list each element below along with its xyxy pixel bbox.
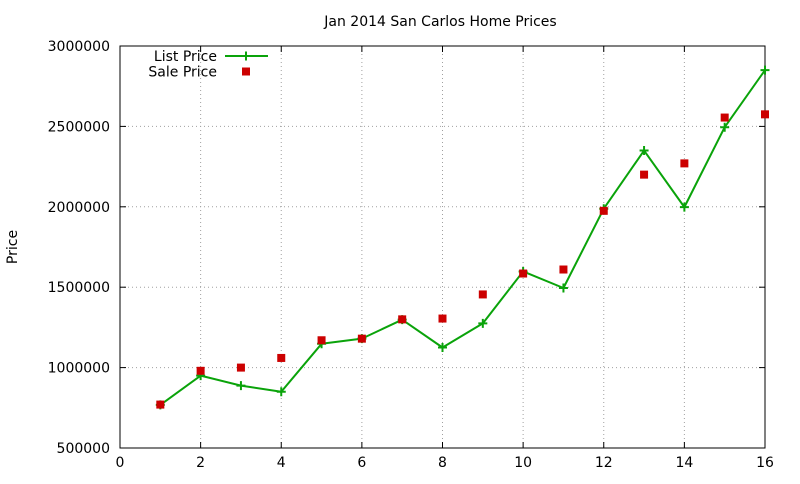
sale-price-point	[519, 269, 528, 278]
sale-price-point	[196, 366, 205, 375]
list-price-line	[159, 69, 766, 406]
sale-price-point	[277, 353, 286, 362]
list-price-point	[558, 283, 568, 293]
y-tick-label: 2000000	[48, 200, 110, 216]
list-price-point	[478, 318, 488, 328]
x-tick-label: 8	[438, 455, 447, 471]
sale-price-point	[640, 170, 649, 179]
list-price-point	[720, 122, 730, 132]
list-price-point	[760, 65, 770, 75]
sale-price-point	[559, 265, 568, 274]
y-tick-label: 1000000	[48, 361, 110, 377]
sale-price-point	[357, 334, 366, 343]
sale-price-point	[398, 315, 407, 324]
x-tick-label: 16	[756, 455, 774, 471]
legend-label: List Price	[154, 49, 217, 65]
x-tick-label: 2	[196, 455, 205, 471]
x-tick-label: 0	[116, 455, 125, 471]
series	[155, 65, 770, 410]
y-tick-label: 1500000	[48, 280, 110, 296]
sale-price-point	[720, 113, 729, 122]
list-price-point	[639, 146, 649, 156]
y-tick-label: 500000	[57, 441, 110, 457]
sale-price-point	[478, 290, 487, 299]
sale-price-point	[317, 336, 326, 345]
x-tick-label: 4	[277, 455, 286, 471]
y-axis-label: Price	[5, 230, 21, 264]
list-price-point	[276, 387, 286, 397]
grid	[120, 46, 765, 448]
sale-price-point	[156, 400, 165, 409]
y-tick-label: 2500000	[48, 119, 110, 135]
list-price-point	[236, 381, 246, 391]
sale-price-point	[680, 159, 689, 168]
x-tick-label: 14	[675, 455, 693, 471]
series-sale-price	[156, 110, 769, 409]
axis-ticks: 0 2 4 6 8 10 12 14 16 500000 1000000 1500000 2000000…	[48, 39, 774, 471]
list-price-point	[679, 202, 689, 212]
sale-price-point	[599, 206, 608, 215]
legend-label: Sale Price	[148, 65, 217, 81]
sale-price-point	[438, 314, 447, 323]
y-tick-label: 3000000	[48, 39, 110, 55]
series-list-price	[155, 65, 770, 410]
sale-price-point	[236, 363, 245, 372]
sale-price-point	[761, 110, 769, 119]
chart-title: Jan 2014 San Carlos Home Prices	[323, 14, 556, 30]
list-price-point	[438, 343, 447, 352]
x-tick-label: 10	[514, 455, 532, 471]
legend-square-swatch	[242, 67, 250, 76]
x-tick-label: 12	[595, 455, 613, 471]
x-tick-label: 6	[357, 455, 366, 471]
legend-plus-swatch	[241, 51, 251, 61]
